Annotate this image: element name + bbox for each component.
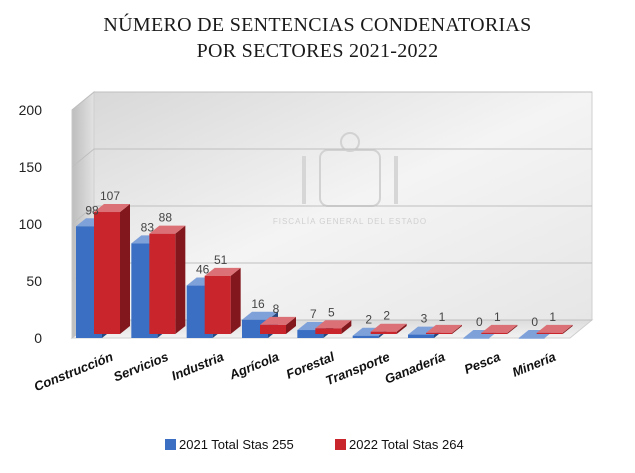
data-label: 98 [85,203,99,217]
bar-side [175,225,186,334]
legend-swatch [165,439,176,450]
bar-side [452,324,462,334]
legend-label: 2021 Total Stas 255 [179,437,294,452]
seal-crown [340,132,360,152]
x-tick-label: Ganadería [383,349,448,387]
bar [536,324,573,334]
data-label: 2 [365,313,372,327]
y-tick-label: 100 [19,216,43,232]
data-label: 1 [439,310,446,324]
bar [260,316,296,334]
data-label: 2 [383,309,390,323]
bar-front [94,212,120,334]
bar-front [408,334,434,338]
bars-layer [76,204,573,339]
y-tick-label: 50 [26,273,42,289]
data-label: 0 [476,315,483,329]
x-tick-label: Minería [510,349,558,380]
bar-top [370,323,407,332]
bar-top [536,324,573,333]
bar-side [230,267,241,334]
data-label: 46 [196,263,210,277]
bar [370,323,407,334]
bar-front [315,328,342,334]
bar-top [94,204,130,213]
bar-front [481,332,508,334]
bar [94,204,130,334]
data-label: 83 [141,220,155,234]
chart-title-line-1: NÚMERO DE SENTENCIAS CONDENATORIAS [103,14,532,36]
x-tick-label: Pesca [462,349,502,377]
bar-front [536,332,563,334]
data-label: 1 [494,310,501,324]
bar-top [204,267,241,276]
bar [315,320,352,334]
bar-front [426,332,452,334]
data-label: 16 [251,297,265,311]
bar-front [370,331,397,334]
data-label: 3 [421,312,428,326]
bar-front [518,338,545,339]
y-tick-label: 200 [19,102,43,118]
bar-front [463,338,490,339]
bar [426,324,462,334]
bar-top [481,324,518,333]
legend-swatch [335,439,346,450]
gridline-200 [71,91,592,111]
x-tick-label: Construcción [32,349,115,394]
data-label: 8 [273,302,280,316]
bar-front [204,275,231,334]
watermark-seal: FISCALÍA GENERAL DEL ESTADO [273,132,427,226]
bar-front [352,335,379,338]
data-label: 107 [100,189,120,203]
y-axis: 0 50 100 150 200 [19,102,43,346]
bar-front [149,233,176,334]
bar-top [426,324,462,333]
bar [204,267,241,334]
y-tick-label: 150 [19,159,43,175]
bar-top [260,316,296,325]
gridline-150 [71,148,592,168]
data-label: 0 [531,315,538,329]
data-label: 1 [549,310,556,324]
data-label: 7 [310,307,317,321]
bar-side [341,320,352,334]
bar-front [260,324,286,334]
bar-side [507,324,518,334]
gridline-100 [71,205,592,225]
x-tick-label: Transporte [323,349,391,388]
data-label: 51 [214,253,228,267]
bar-top [315,320,352,329]
bar [149,225,186,334]
bar-side [120,204,130,334]
data-label: 88 [159,211,173,225]
bar-front [297,330,324,338]
x-tick-label: Agrícola [226,349,281,383]
y-tick-label: 0 [34,330,42,346]
watermark-text: FISCALÍA GENERAL DEL ESTADO [273,217,427,226]
x-tick-label: Servicios [111,349,170,385]
data-label: 5 [328,305,335,319]
legend-label: 2022 Total Stas 264 [349,437,464,452]
bar-side [286,316,296,334]
bar-top [149,225,186,234]
bar [481,324,518,334]
legend: 2021 Total Stas 255 2022 Total Stas 264 [165,437,464,452]
bar-side [562,324,573,334]
bar-side [396,323,407,334]
chart-title-line-2: POR SECTORES 2021-2022 [196,40,439,62]
x-tick-label: Industria [169,349,226,383]
